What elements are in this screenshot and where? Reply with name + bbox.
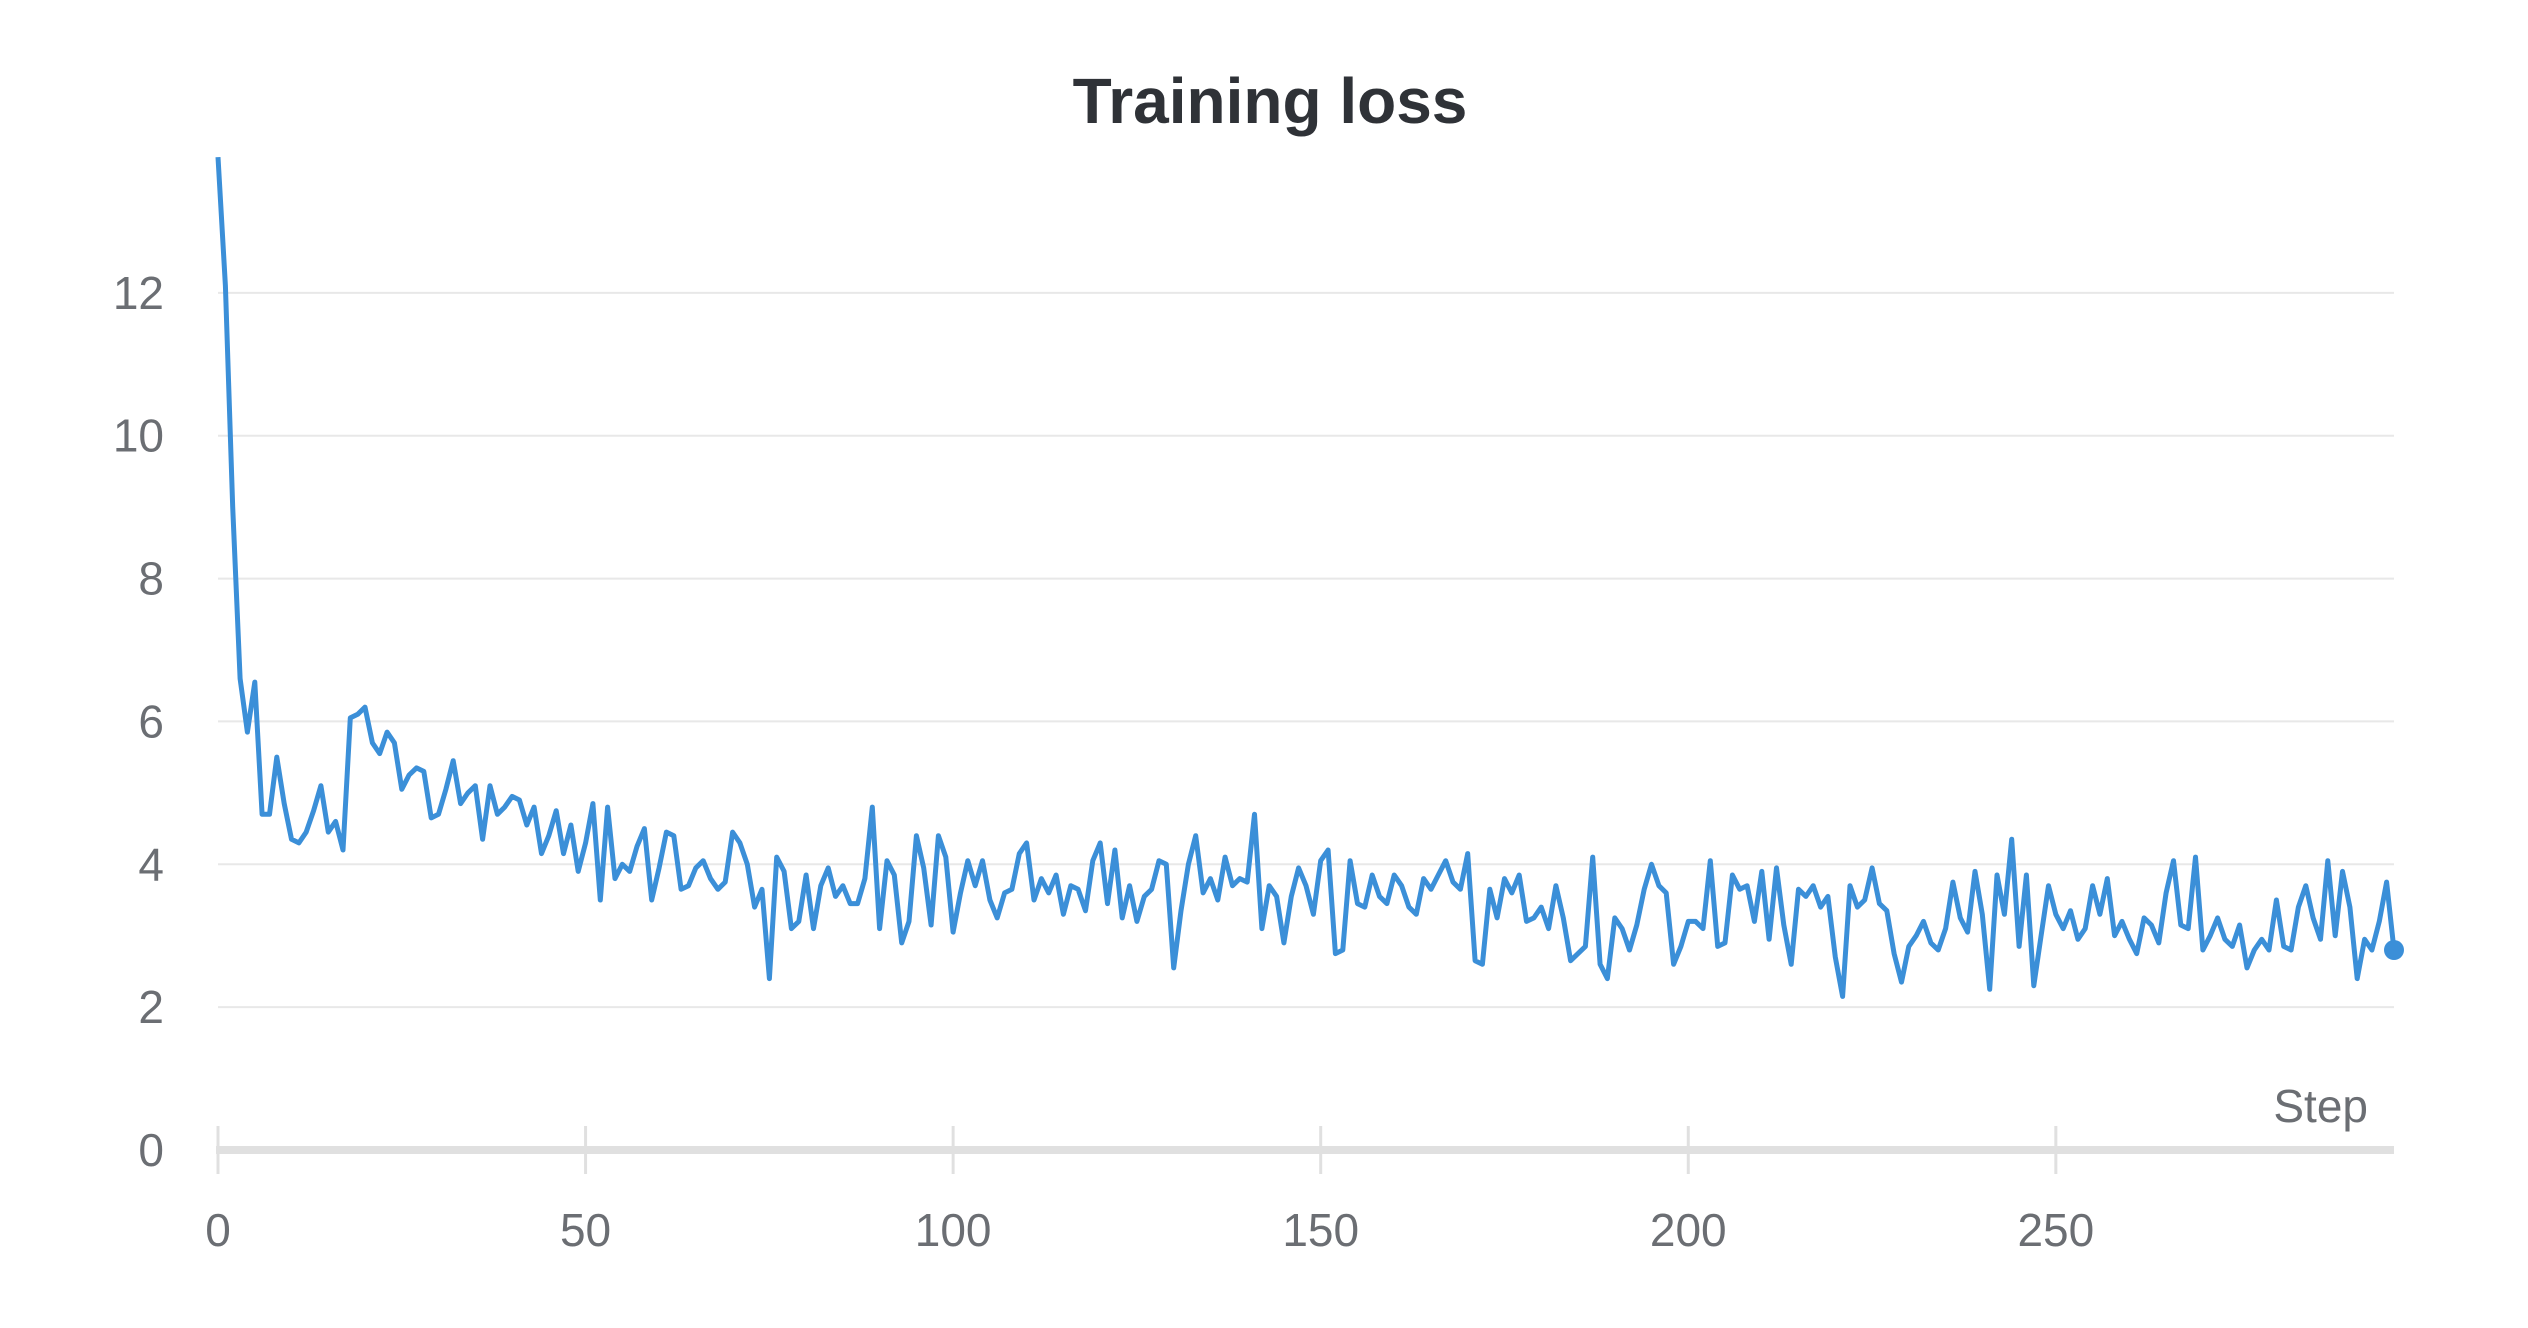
series-layer	[215, 156, 2404, 999]
x-tick-label: 250	[2017, 1204, 2094, 1256]
y-tick-label: 6	[138, 695, 164, 747]
y-tick-label: 0	[138, 1124, 164, 1176]
loss-line	[215, 156, 2397, 999]
grid-lines	[218, 291, 2394, 1009]
last-point-marker	[2384, 940, 2404, 960]
x-tick-label: 0	[205, 1204, 231, 1256]
x-tick-label: 100	[915, 1204, 992, 1256]
y-tick-label: 2	[138, 981, 164, 1033]
x-axis-label: Step	[2273, 1080, 2368, 1132]
x-tick-label: 50	[560, 1204, 611, 1256]
x-axis-ticks: 0 50 100 150 200 250	[205, 1126, 2094, 1256]
y-tick-label: 10	[113, 410, 164, 462]
y-tick-label: 4	[138, 838, 164, 890]
chart-title: Training loss	[1073, 65, 1468, 137]
y-axis-ticks: 0 2 4 6 8 10 12	[113, 267, 164, 1176]
x-tick-label: 150	[1282, 1204, 1359, 1256]
y-tick-label: 8	[138, 553, 164, 605]
x-tick-label: 200	[1650, 1204, 1727, 1256]
y-tick-label: 12	[113, 267, 164, 319]
